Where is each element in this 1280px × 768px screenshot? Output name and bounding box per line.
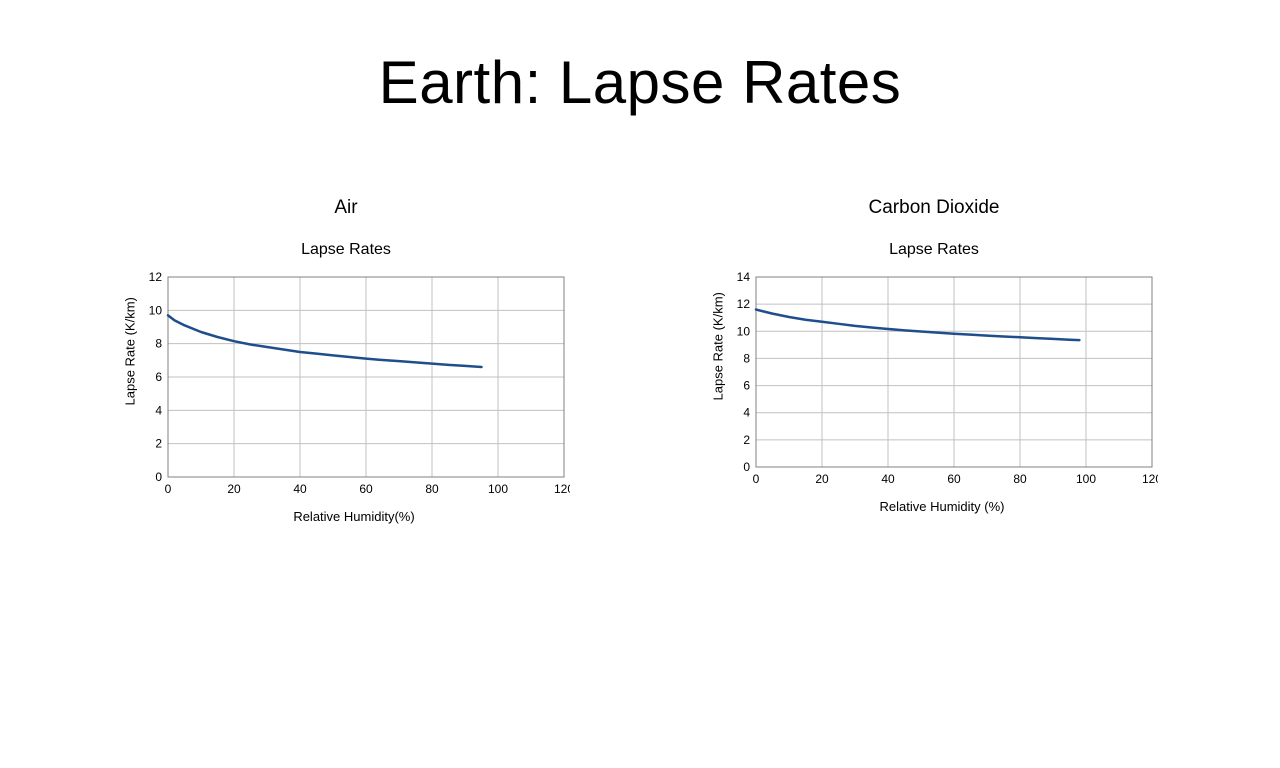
svg-text:14: 14 (737, 271, 751, 284)
svg-text:4: 4 (743, 406, 750, 420)
chart-co2-ylabel: Lapse Rate (K/km) (711, 385, 726, 401)
svg-text:0: 0 (743, 460, 750, 474)
svg-text:10: 10 (149, 303, 163, 317)
svg-text:6: 6 (155, 370, 162, 384)
svg-text:12: 12 (149, 271, 163, 284)
svg-text:40: 40 (881, 472, 895, 486)
page-title: Earth: Lapse Rates (0, 48, 1280, 117)
svg-text:100: 100 (488, 482, 508, 496)
chart-air-svg: 0 20 40 60 80 100 120 0 2 4 6 8 10 12 (138, 271, 570, 499)
chart-air-subtitle: Lapse Rates (301, 241, 391, 259)
chart-co2-xlabel: Relative Humidity (%) (880, 499, 1005, 514)
svg-text:40: 40 (293, 482, 307, 496)
svg-text:80: 80 (425, 482, 439, 496)
svg-text:20: 20 (815, 472, 829, 486)
chart-co2-subtitle: Lapse Rates (889, 241, 979, 259)
svg-text:0: 0 (155, 470, 162, 484)
svg-text:6: 6 (743, 379, 750, 393)
svg-text:8: 8 (155, 337, 162, 351)
svg-text:100: 100 (1076, 472, 1096, 486)
svg-text:8: 8 (743, 351, 750, 365)
chart-co2-svg: 0 20 40 60 80 100 120 0 2 4 6 8 10 12 14 (726, 271, 1158, 489)
svg-text:60: 60 (359, 482, 373, 496)
svg-text:10: 10 (737, 324, 751, 338)
chart-co2-title: Carbon Dioxide (869, 197, 1000, 219)
chart-air-title: Air (334, 197, 357, 219)
svg-text:0: 0 (753, 472, 760, 486)
svg-text:20: 20 (227, 482, 241, 496)
chart-air-ylabel: Lapse Rate (K/km) (123, 390, 138, 406)
svg-text:12: 12 (737, 297, 751, 311)
svg-text:60: 60 (947, 472, 961, 486)
svg-text:120: 120 (554, 482, 570, 496)
chart-air: Air Lapse Rates Lapse Rate (K/km) 020406… (122, 197, 570, 524)
charts-row: Air Lapse Rates Lapse Rate (K/km) 020406… (0, 197, 1280, 524)
svg-text:80: 80 (1013, 472, 1027, 486)
svg-text:2: 2 (155, 437, 162, 451)
svg-text:4: 4 (155, 403, 162, 417)
svg-text:2: 2 (743, 433, 750, 447)
chart-air-xlabel: Relative Humidity(%) (293, 509, 414, 524)
svg-text:120: 120 (1142, 472, 1158, 486)
svg-text:0: 0 (165, 482, 172, 496)
chart-co2: Carbon Dioxide Lapse Rates Lapse Rate (K… (710, 197, 1158, 524)
